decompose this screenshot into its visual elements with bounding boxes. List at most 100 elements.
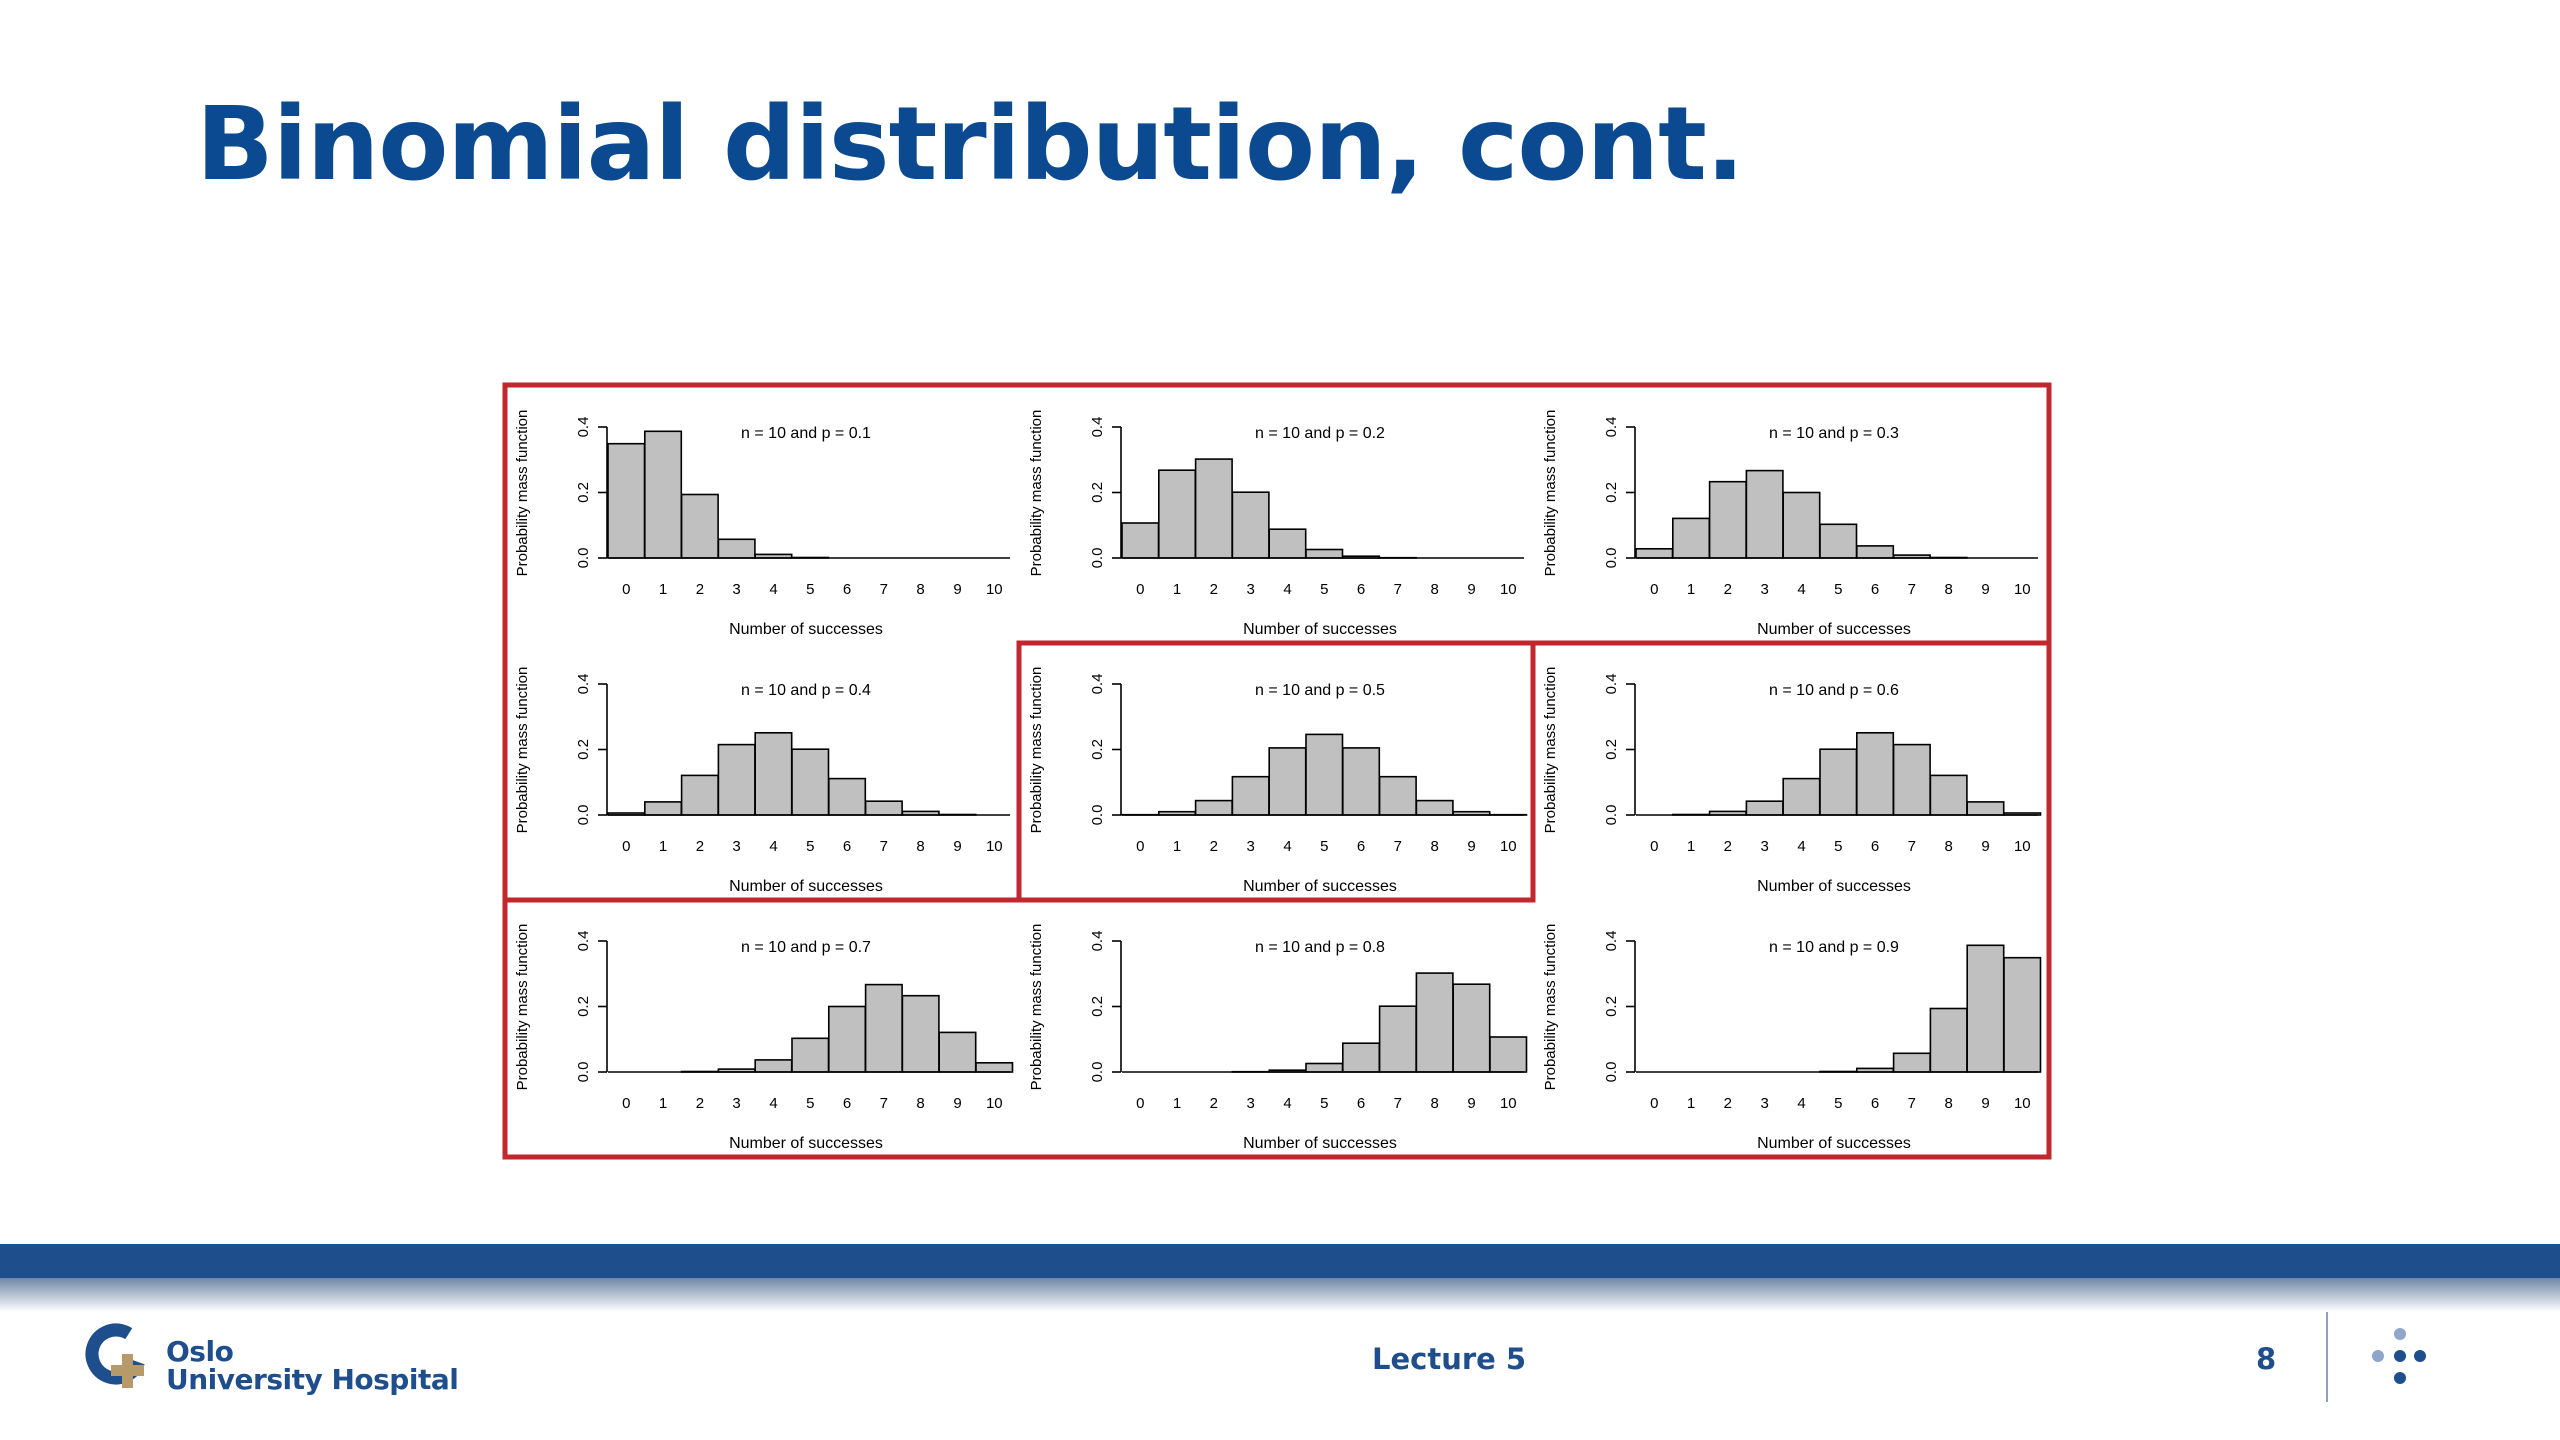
histogram-title: n = 10 and p = 0.3: [1769, 425, 1899, 442]
lecture-label: Lecture 5: [1372, 1342, 1527, 1376]
histogram-bar: [754, 731, 793, 816]
y-tick-label: 0.0: [1089, 1062, 1106, 1083]
histogram-bar: [2003, 956, 2042, 1073]
x-tick-label: 1: [1687, 1095, 1695, 1112]
histogram-bar: [1378, 775, 1417, 816]
histogram-bar: [1305, 548, 1344, 559]
histogram-bar: [864, 800, 903, 816]
x-tick-label: 9: [1467, 838, 1475, 855]
x-tick-label: 7: [1394, 1095, 1402, 1112]
histogram-bar: [864, 983, 903, 1073]
x-axis-label: Number of successes: [1243, 878, 1397, 895]
x-tick-label: 7: [1908, 581, 1916, 598]
x-tick-label: 10: [2014, 581, 2031, 598]
histogram-bar: [1892, 1052, 1931, 1073]
footer-band: [0, 1244, 2560, 1278]
histogram-bar: [643, 430, 683, 559]
x-tick-label: 8: [1431, 581, 1439, 598]
histogram-panel: 0.0 0.2 0.4 0 1 2 3 4 5 6 7 8 9 10 n = 10 and p = 0.2 N…: [1028, 410, 1524, 638]
x-tick-label: 7: [1394, 838, 1402, 855]
x-tick-label: 9: [953, 1095, 961, 1112]
x-tick-label: 1: [1687, 838, 1695, 855]
histogram-bar: [1489, 1036, 1528, 1073]
x-tick-label: 6: [1357, 838, 1365, 855]
x-axis-label: Number of successes: [729, 621, 883, 638]
x-tick-label: 5: [806, 1095, 814, 1112]
x-tick-label: 3: [1247, 1095, 1255, 1112]
x-tick-label: 9: [1467, 1095, 1475, 1112]
x-tick-label: 5: [1834, 581, 1842, 598]
x-tick-label: 4: [1283, 838, 1291, 855]
y-tick-label: 0.2: [575, 739, 592, 760]
y-tick-label: 0.2: [1089, 996, 1106, 1017]
y-tick-label: 0.4: [575, 417, 592, 438]
histogram-bar: [1452, 983, 1491, 1073]
dots-icon: [2372, 1328, 2426, 1384]
y-axis-label: Probability mass function: [1028, 410, 1045, 577]
x-tick-label: 0: [1136, 1095, 1144, 1112]
histogram-bar: [1819, 748, 1858, 816]
histogram-bar: [975, 1062, 1014, 1073]
x-tick-label: 8: [916, 1095, 924, 1112]
histogram-bar: [1708, 480, 1747, 559]
x-tick-label: 6: [1357, 581, 1365, 598]
x-tick-label: 4: [769, 581, 777, 598]
x-tick-label: 7: [1908, 1095, 1916, 1112]
histogram-bar: [1268, 528, 1307, 559]
x-tick-label: 1: [659, 581, 667, 598]
y-tick-label: 0.0: [575, 1062, 592, 1083]
hospital-name: Oslo University Hospital: [166, 1335, 459, 1396]
x-tick-label: 8: [1431, 1095, 1439, 1112]
center-frame: [1016, 640, 1536, 903]
histogram-title: n = 10 and p = 0.1: [741, 425, 871, 442]
y-tick-label: 0.2: [1089, 739, 1106, 760]
histogram-panel: 0.0 0.2 0.4 0 1 2 3 4 5 6 7 8 9 10 n = 10 and p = 0.8 N…: [1028, 924, 1528, 1152]
x-tick-label: 6: [843, 1095, 851, 1112]
x-tick-label: 8: [1945, 1095, 1953, 1112]
histogram-bar: [1305, 1062, 1344, 1073]
y-tick-label: 0.0: [1603, 1062, 1620, 1083]
x-tick-label: 10: [2014, 838, 2031, 855]
histogram-bar: [1342, 1042, 1381, 1073]
y-tick-label: 0.2: [575, 482, 592, 503]
y-tick-label: 0.0: [1089, 548, 1106, 569]
x-tick-label: 5: [1834, 838, 1842, 855]
x-tick-label: 1: [1687, 581, 1695, 598]
y-tick-label: 0.4: [575, 674, 592, 695]
x-tick-label: 2: [696, 1095, 704, 1112]
histogram-bar: [643, 801, 683, 816]
x-axis-label: Number of successes: [729, 1135, 883, 1152]
x-tick-label: 0: [1136, 838, 1144, 855]
histogram-bar: [1782, 777, 1821, 816]
x-tick-label: 0: [1136, 581, 1144, 598]
histogram-panel: 0.0 0.2 0.4 0 1 2 3 4 5 6 7 8 9 10 n = 10 and p = 0.3 N…: [1542, 410, 2038, 638]
x-tick-label: 5: [806, 838, 814, 855]
histogram-bar: [1415, 799, 1454, 816]
histogram-bar: [1929, 774, 1968, 816]
x-tick-label: 2: [1210, 838, 1218, 855]
histogram-bar: [1194, 799, 1233, 816]
x-tick-label: 3: [1247, 838, 1255, 855]
y-tick-label: 0.2: [1603, 996, 1620, 1017]
x-tick-label: 6: [1357, 1095, 1365, 1112]
y-tick-label: 0.4: [1603, 931, 1620, 952]
x-axis-label: Number of successes: [729, 878, 883, 895]
x-tick-label: 1: [1173, 1095, 1181, 1112]
x-tick-label: 9: [1981, 1095, 1989, 1112]
x-tick-label: 10: [986, 838, 1003, 855]
hospital-name-line1: Oslo: [166, 1335, 234, 1368]
x-tick-label: 8: [916, 838, 924, 855]
histogram-bar: [1966, 944, 2005, 1073]
histogram-title: n = 10 and p = 0.9: [1769, 939, 1899, 956]
x-tick-label: 8: [1945, 838, 1953, 855]
hospital-name-line2: University Hospital: [166, 1363, 459, 1396]
x-tick-label: 5: [1320, 1095, 1328, 1112]
x-tick-label: 6: [1871, 1095, 1879, 1112]
y-tick-label: 0.4: [1089, 931, 1106, 952]
x-axis-label: Number of successes: [1757, 621, 1911, 638]
x-tick-label: 2: [1724, 581, 1732, 598]
histogram-bar: [1856, 545, 1895, 559]
histogram-title: n = 10 and p = 0.8: [1255, 939, 1385, 956]
x-tick-label: 7: [880, 581, 888, 598]
x-tick-label: 9: [1981, 581, 1989, 598]
